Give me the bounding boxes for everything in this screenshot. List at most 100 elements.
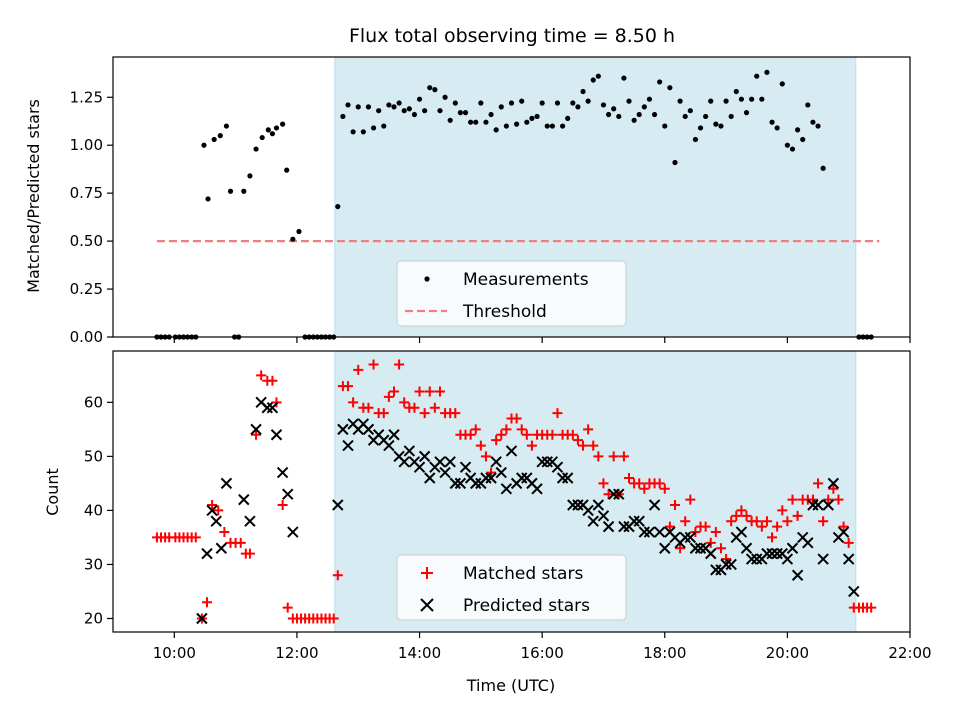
matched-star-point: [419, 408, 430, 419]
measurement-point: [411, 111, 418, 118]
predicted-star-point: [643, 526, 656, 538]
matched-star-point: [792, 510, 803, 521]
measurement-point: [590, 77, 596, 83]
legend-label-threshold: Threshold: [462, 302, 547, 322]
matched-star-point: [516, 424, 527, 435]
bottom-y-tick-label: 30: [84, 555, 103, 573]
measurement-point: [381, 123, 387, 129]
predicted-star-point: [822, 499, 834, 511]
predicted-star-point: [244, 515, 256, 527]
predicted-star-point: [848, 585, 860, 598]
measurement-point: [273, 125, 280, 131]
predicted-star-point: [684, 531, 697, 544]
matched-star-point: [726, 516, 737, 527]
measurement-point: [360, 129, 366, 135]
measurement-point: [646, 96, 653, 102]
measurement-point: [483, 119, 489, 125]
measurement-point: [350, 129, 356, 135]
matched-star-point: [787, 494, 798, 505]
x-tick-label: 14:00: [398, 644, 441, 662]
measurement-point: [478, 100, 484, 106]
bottom-legend: [396, 554, 627, 621]
measurement-point: [820, 165, 826, 171]
measurement-point: [241, 188, 247, 194]
measurement-point: [265, 127, 271, 133]
predicted-star-point: [490, 456, 502, 468]
predicted-star-point: [633, 515, 645, 527]
measurement-point: [335, 203, 341, 210]
predicted-star-point: [500, 483, 513, 495]
matched-star-point: [256, 370, 267, 381]
matched-star-point: [608, 451, 619, 462]
matched-star-point: [751, 516, 762, 527]
predicted-star-point: [817, 553, 829, 565]
predicted-star-point: [485, 472, 497, 484]
predicted-star-point: [287, 526, 299, 538]
predicted-star-point: [505, 445, 518, 457]
measurement-point: [769, 119, 775, 125]
matched-star-point: [282, 602, 293, 613]
matched-star-point: [353, 364, 364, 375]
matched-star-point: [618, 451, 629, 462]
matched-star-point: [567, 429, 578, 440]
x-tick-label: 18:00: [643, 644, 686, 662]
predicted-star-point: [531, 483, 543, 495]
measurement-point: [789, 146, 796, 152]
matched-star-point: [429, 402, 440, 413]
matched-star-point: [736, 505, 747, 516]
matched-star-point: [450, 408, 461, 419]
measurement-point: [227, 188, 234, 194]
predicted-star-point: [802, 537, 814, 549]
top-axes-frame: [112, 56, 911, 338]
matched-star-point: [659, 483, 670, 494]
predicted-star-point: [587, 515, 599, 527]
measurement-point: [452, 100, 458, 106]
measurement-point: [422, 108, 428, 114]
measurement-point: [376, 108, 382, 114]
matched-star-point: [434, 386, 445, 397]
measurement-point: [728, 113, 734, 120]
measurement-point: [759, 96, 765, 102]
matched-star-point: [213, 505, 224, 516]
matched-star-point: [823, 494, 834, 505]
predicted-star-point: [613, 488, 625, 500]
measurement-point: [703, 113, 709, 120]
predicted-star-point: [607, 488, 620, 500]
measurement-point: [605, 111, 612, 118]
top-y-tick-label: 0.75: [70, 184, 103, 202]
measurement-point: [621, 75, 627, 81]
measurement-point: [442, 94, 448, 100]
predicted-star-point: [602, 520, 615, 533]
measurement-point: [508, 100, 515, 106]
predicted-star-point: [659, 542, 671, 554]
predicted-star-point: [276, 466, 289, 479]
measurement-point: [539, 100, 545, 106]
measurement-point: [401, 108, 407, 114]
measurement-point: [280, 121, 286, 127]
matched-star-point: [690, 527, 701, 538]
measurement-point: [611, 106, 617, 112]
measurement-point: [626, 98, 632, 104]
predicted-star-point: [495, 466, 507, 479]
matched-star-point: [731, 510, 742, 521]
measurement-point: [784, 142, 790, 148]
matched-star-point: [772, 521, 783, 532]
matched-star-point: [480, 451, 491, 462]
matched-star-point: [363, 402, 374, 413]
matched-star-point: [552, 408, 563, 419]
matched-star-point: [654, 478, 665, 489]
predicted-star-point: [459, 461, 472, 473]
matched-star-point: [511, 413, 522, 424]
predicted-star-point: [705, 547, 717, 560]
predicted-star-point: [766, 547, 778, 560]
matched-star-point: [624, 472, 635, 483]
predicted-star-point: [745, 553, 758, 565]
measurement-point: [595, 73, 601, 79]
predicted-star-point: [618, 520, 630, 533]
measurement-point: [580, 88, 586, 95]
measurement-point: [519, 98, 525, 104]
predicted-star-point: [238, 493, 250, 506]
matched-star-point: [680, 516, 691, 527]
